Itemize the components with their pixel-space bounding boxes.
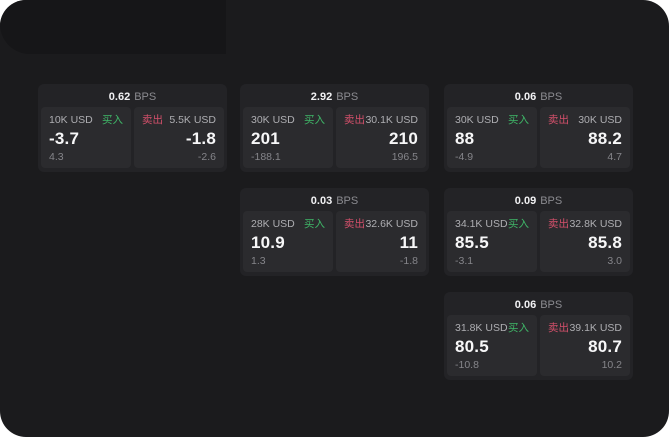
buy-panel[interactable]: 34.1K USD 买入 85.5 -3.1	[447, 211, 537, 272]
sell-price: -1.8	[185, 128, 216, 148]
buy-side-label[interactable]: 买入	[304, 114, 325, 126]
bps-value: 0.06	[514, 90, 537, 103]
buy-panel[interactable]: 30K USD 买入 88 -4.9	[447, 107, 537, 168]
bps-value: 2.92	[310, 90, 333, 103]
sell-size-label: 32.8K USD	[569, 218, 622, 230]
sell-price: 80.7	[588, 336, 622, 356]
buy-price: 201	[251, 128, 280, 148]
sell-sub-value: 3.0	[607, 255, 622, 267]
buy-side-label[interactable]: 买入	[508, 218, 529, 230]
buy-size-label: 31.8K USD	[455, 322, 508, 334]
sell-sub-value: -2.6	[197, 151, 216, 163]
sell-size-label: 30.1K USD	[365, 114, 418, 126]
sell-panel[interactable]: 卖出 30K USD 88.2 4.7	[540, 107, 630, 168]
bps-value: 0.06	[514, 298, 537, 311]
buy-sub-value: -188.1	[251, 151, 281, 163]
bps-header: 0.09 BPS	[444, 188, 633, 211]
sell-panel[interactable]: 卖出 32.8K USD 85.8 3.0	[540, 211, 630, 272]
buy-size-label: 34.1K USD	[455, 218, 508, 230]
buy-sub-value: -4.9	[455, 151, 474, 163]
bps-header: 0.06 BPS	[444, 84, 633, 107]
bps-value: 0.62	[108, 90, 131, 103]
buy-size-label: 30K USD	[251, 114, 295, 126]
buy-panel[interactable]: 28K USD 买入 10.9 1.3	[243, 211, 333, 272]
bps-header: 0.06 BPS	[444, 292, 633, 315]
sell-panel[interactable]: 卖出 39.1K USD 80.7 10.2	[540, 315, 630, 376]
sell-side-label[interactable]: 卖出	[344, 218, 365, 230]
card-body: 34.1K USD 买入 85.5 -3.1 卖出 32.8K USD 85.8…	[444, 211, 633, 272]
buy-sub-value: -10.8	[455, 359, 479, 371]
quote-card: 0.03 BPS 28K USD 买入 10.9 1.3 卖出 32.6K US…	[240, 188, 429, 276]
bps-header: 0.62 BPS	[38, 84, 227, 107]
quote-card: 0.62 BPS 10K USD 买入 -3.7 4.3 卖出 5.5K USD…	[38, 84, 227, 172]
sell-price: 85.8	[588, 232, 622, 252]
card-body: 10K USD 买入 -3.7 4.3 卖出 5.5K USD -1.8 -2.…	[38, 107, 227, 168]
sell-size-label: 5.5K USD	[169, 114, 216, 126]
buy-price: 80.5	[455, 336, 489, 356]
bps-value: 0.03	[310, 194, 333, 207]
bps-suffix-label: BPS	[540, 194, 563, 207]
sell-side-label[interactable]: 卖出	[548, 114, 569, 126]
buy-side-label[interactable]: 买入	[304, 218, 325, 230]
quote-card: 0.06 BPS 30K USD 买入 88 -4.9 卖出 30K USD 8…	[444, 84, 633, 172]
sell-price: 11	[399, 232, 418, 252]
bps-suffix-label: BPS	[134, 90, 157, 103]
buy-sub-value: -3.1	[455, 255, 474, 267]
buy-side-label[interactable]: 买入	[102, 114, 123, 126]
quote-card: 2.92 BPS 30K USD 买入 201 -188.1 卖出 30.1K …	[240, 84, 429, 172]
quote-card: 0.09 BPS 34.1K USD 买入 85.5 -3.1 卖出 32.8K…	[444, 188, 633, 276]
bps-header: 2.92 BPS	[240, 84, 429, 107]
sell-panel[interactable]: 卖出 32.6K USD 11 -1.8	[336, 211, 426, 272]
buy-panel[interactable]: 10K USD 买入 -3.7 4.3	[41, 107, 131, 168]
bps-value: 0.09	[514, 194, 537, 207]
buy-size-label: 30K USD	[455, 114, 499, 126]
sell-side-label[interactable]: 卖出	[548, 322, 569, 334]
overlay-corner	[0, 0, 226, 54]
bps-suffix-label: BPS	[336, 90, 359, 103]
buy-sub-value: 4.3	[49, 151, 64, 163]
sell-price: 210	[389, 128, 418, 148]
quote-card: 0.06 BPS 31.8K USD 买入 80.5 -10.8 卖出 39.1…	[444, 292, 633, 380]
sell-size-label: 30K USD	[578, 114, 622, 126]
sell-sub-value: -1.8	[399, 255, 418, 267]
buy-panel[interactable]: 31.8K USD 买入 80.5 -10.8	[447, 315, 537, 376]
card-body: 30K USD 买入 88 -4.9 卖出 30K USD 88.2 4.7	[444, 107, 633, 168]
sell-side-label[interactable]: 卖出	[344, 114, 365, 126]
card-body: 28K USD 买入 10.9 1.3 卖出 32.6K USD 11 -1.8	[240, 211, 429, 272]
sell-sub-value: 196.5	[391, 151, 418, 163]
sell-side-label[interactable]: 卖出	[142, 114, 163, 126]
sell-side-label[interactable]: 卖出	[548, 218, 569, 230]
sell-price: 88.2	[588, 128, 622, 148]
bps-suffix-label: BPS	[540, 298, 563, 311]
buy-side-label[interactable]: 买入	[508, 322, 529, 334]
card-body: 31.8K USD 买入 80.5 -10.8 卖出 39.1K USD 80.…	[444, 315, 633, 376]
bps-suffix-label: BPS	[540, 90, 563, 103]
buy-sub-value: 1.3	[251, 255, 266, 267]
buy-price: 10.9	[251, 232, 285, 252]
buy-price: 85.5	[455, 232, 489, 252]
sell-panel[interactable]: 卖出 30.1K USD 210 196.5	[336, 107, 426, 168]
buy-size-label: 28K USD	[251, 218, 295, 230]
buy-price: 88	[455, 128, 475, 148]
buy-size-label: 10K USD	[49, 114, 93, 126]
buy-panel[interactable]: 30K USD 买入 201 -188.1	[243, 107, 333, 168]
buy-price: -3.7	[49, 128, 80, 148]
bps-header: 0.03 BPS	[240, 188, 429, 211]
bps-suffix-label: BPS	[336, 194, 359, 207]
sell-size-label: 39.1K USD	[569, 322, 622, 334]
buy-side-label[interactable]: 买入	[508, 114, 529, 126]
card-body: 30K USD 买入 201 -188.1 卖出 30.1K USD 210 1…	[240, 107, 429, 168]
sell-panel[interactable]: 卖出 5.5K USD -1.8 -2.6	[134, 107, 224, 168]
sell-sub-value: 10.2	[601, 359, 622, 371]
sell-sub-value: 4.7	[607, 151, 622, 163]
sell-size-label: 32.6K USD	[365, 218, 418, 230]
